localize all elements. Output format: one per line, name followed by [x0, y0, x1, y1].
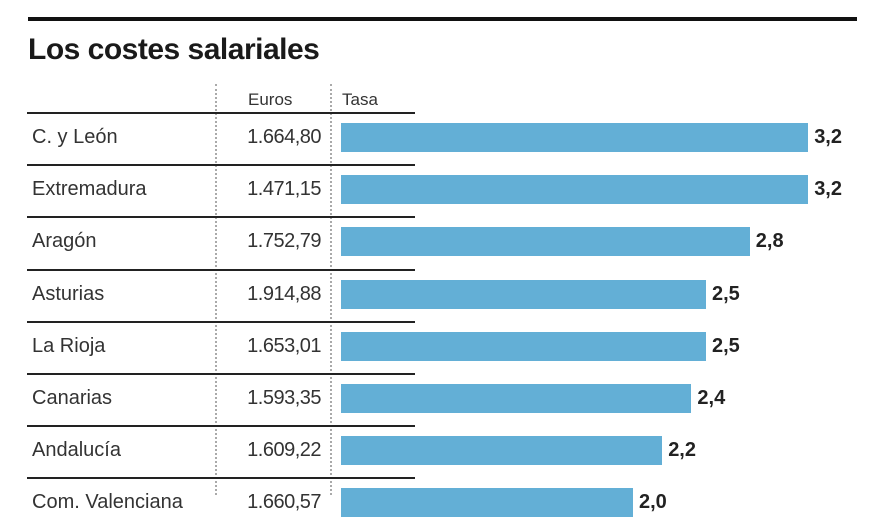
bar-value-label: 2,5 [712, 282, 740, 305]
bar [341, 175, 809, 205]
row-separator [27, 320, 415, 323]
header-euros: Euros [248, 90, 293, 109]
column-divider [215, 84, 217, 495]
row-euros: 1.593,35 [247, 387, 321, 409]
row-label: Extremadura [32, 178, 147, 201]
row-euros: 1.664,80 [247, 126, 321, 148]
row-separator [27, 216, 415, 219]
bar-value-label: 2,2 [668, 439, 696, 462]
row-separator [27, 112, 415, 114]
bar-value-label: 3,2 [814, 126, 842, 148]
row-label: C. y León [32, 126, 118, 148]
row-label: Aragón [32, 230, 97, 253]
bar [341, 123, 809, 152]
row-separator [27, 373, 415, 375]
bar [341, 227, 750, 257]
row-euros: 1.914,88 [247, 282, 321, 305]
row-separator [27, 477, 415, 480]
row-separator [27, 268, 415, 271]
bar [341, 488, 633, 517]
row-separator [27, 425, 415, 428]
column-divider [330, 84, 332, 495]
bar-value-label: 3,2 [814, 178, 842, 201]
bar [341, 331, 706, 361]
row-separator [27, 164, 415, 167]
bar-value-label: 2,8 [755, 230, 784, 253]
row-euros: 1.609,22 [247, 439, 321, 462]
bar [341, 436, 663, 466]
row-label: Asturias [32, 282, 105, 305]
row-label: La Rioja [32, 334, 106, 357]
row-label: Andalucía [32, 439, 121, 462]
bar-value-label: 2,4 [697, 387, 726, 409]
top-rule [28, 17, 857, 21]
row-euros: 1.752,79 [247, 230, 321, 253]
row-euros: 1.471,15 [247, 178, 321, 201]
bar [341, 279, 706, 309]
bar-value-label: 2,5 [712, 334, 740, 357]
bar [341, 384, 692, 413]
row-label: Canarias [32, 387, 113, 409]
row-euros: 1.653,01 [247, 334, 321, 357]
chart-title: Los costes salariales [28, 33, 320, 66]
header-tasa: Tasa [342, 90, 378, 109]
